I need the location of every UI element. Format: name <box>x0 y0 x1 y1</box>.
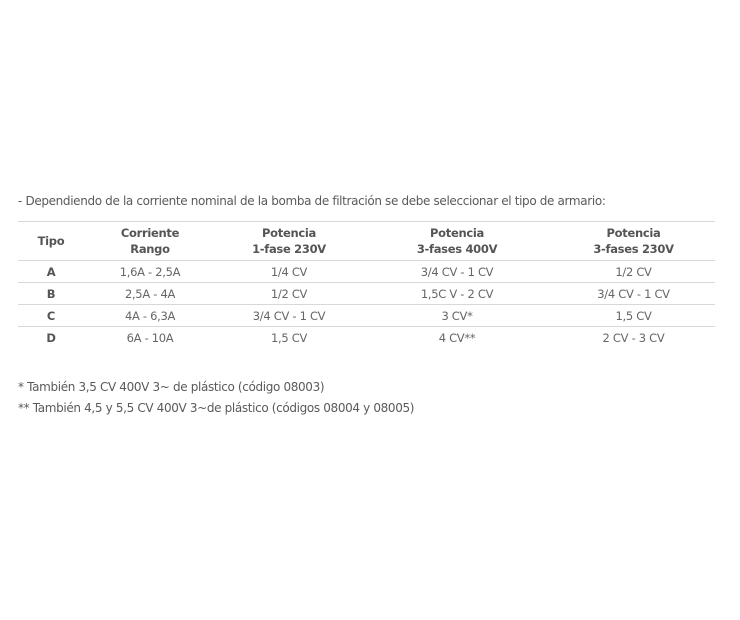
header-line: 1-fase 230V <box>252 242 326 256</box>
header-potencia-1f-230: Potencia 1-fase 230V <box>216 221 362 261</box>
cell-corriente: 4A - 6,3A <box>84 304 216 327</box>
header-line: Rango <box>130 242 170 256</box>
cell-3f-230: 1/2 CV <box>552 260 715 283</box>
cell-3f-230: 2 CV - 3 CV <box>602 330 665 345</box>
cell-corriente: 2,5A - 4A <box>84 282 216 305</box>
cell-corriente: 6A - 10A <box>126 330 174 345</box>
cell-tipo: A <box>18 260 84 283</box>
cell-3f-400: 3 CV* <box>362 304 552 327</box>
footnote: ** También 4,5 y 5,5 CV 400V 3~de plásti… <box>18 401 415 415</box>
header-potencia-3f-230: Potencia 3-fases 230V <box>552 221 715 261</box>
cell-tipo: B <box>18 282 84 305</box>
cabinet-type-table: Tipo Corriente Rango Potencia 1-fase 230V … <box>18 221 715 348</box>
cell-1f-230: 3/4 CV - 1 CV <box>216 304 362 327</box>
cell-3f-230: 1,5 CV <box>552 304 715 327</box>
cell-tipo: D <box>46 330 56 345</box>
cell-1f-230: 1,5 CV <box>270 330 308 345</box>
header-potencia-3f-400: Potencia 3-fases 400V <box>362 221 552 261</box>
table-row: A 1,6A - 2,5A 1/4 CV 3/4 CV - 1 CV 1/2 C… <box>18 260 715 283</box>
cell-3f-400: 3/4 CV - 1 CV <box>362 260 552 283</box>
cell-3f-400: 4 CV** <box>438 330 476 345</box>
cell-3f-230: 3/4 CV - 1 CV <box>552 282 715 305</box>
table-header-row: Tipo Corriente Rango Potencia 1-fase 230V … <box>18 221 715 261</box>
cell-1f-230: 1/2 CV <box>216 282 362 305</box>
header-line: Potencia <box>262 226 316 240</box>
header-tipo: Tipo <box>18 221 84 261</box>
header-line: 3-fases 230V <box>593 242 674 256</box>
table-row: C 4A - 6,3A 3/4 CV - 1 CV 3 CV* 1,5 CV <box>18 304 715 327</box>
header-line: Tipo <box>37 234 65 248</box>
header-line: Corriente <box>120 226 180 240</box>
header-line: 3-fases 400V <box>416 242 498 256</box>
header-corriente: Corriente Rango <box>84 221 216 261</box>
table-row: B 2,5A - 4A 1/2 CV 1,5C V - 2 CV 3/4 CV … <box>18 282 715 305</box>
cell-corriente: 1,6A - 2,5A <box>84 260 216 283</box>
footnote: * También 3,5 CV 400V 3~ de plástico (có… <box>18 380 325 394</box>
cell-1f-230: 1/4 CV <box>216 260 362 283</box>
header-line: Potencia <box>430 226 484 240</box>
header-line: Potencia <box>606 226 661 240</box>
table-row: D 6A - 10A 1,5 CV 4 CV** 2 CV - 3 CV <box>18 327 715 349</box>
cell-3f-400: 1,5C V - 2 CV <box>362 282 552 305</box>
intro-text: - Dependiendo de la corriente nominal de… <box>18 194 606 208</box>
cell-tipo: C <box>18 304 84 327</box>
footnotes: * También 3,5 CV 400V 3~ de plástico (có… <box>18 377 414 419</box>
